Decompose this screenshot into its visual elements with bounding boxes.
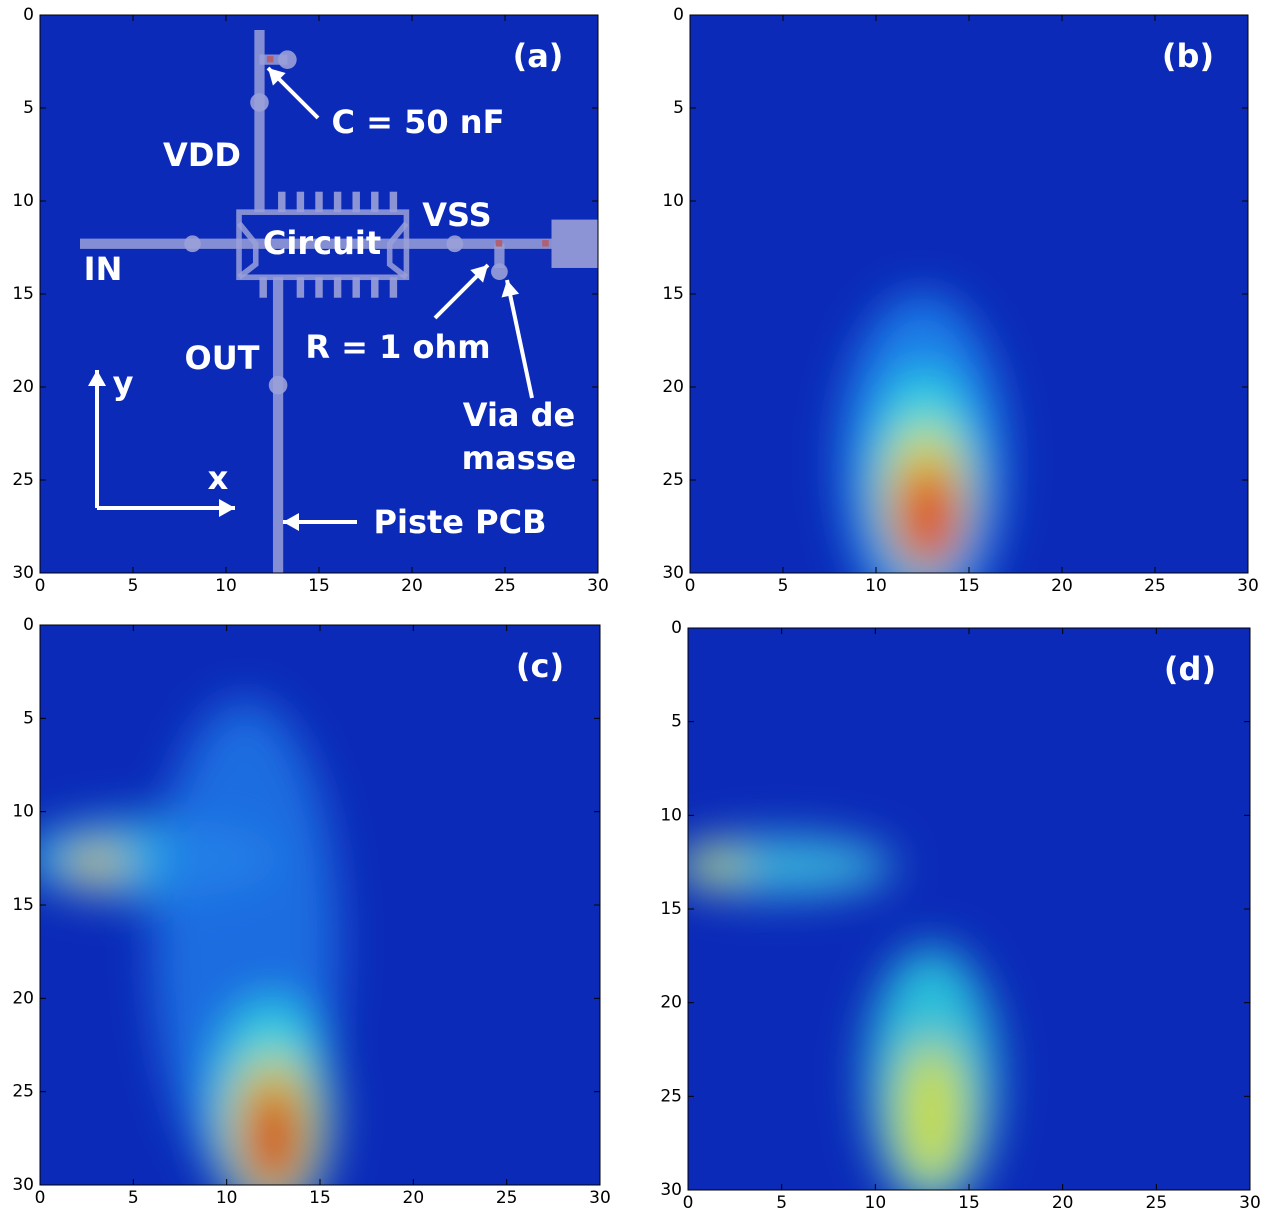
annotation: OUT — [184, 339, 259, 377]
x-tick-label: 30 — [589, 1188, 611, 1208]
x-tick-label: 0 — [683, 1193, 694, 1211]
arrow-head — [470, 265, 488, 283]
y-tick-label: 25 — [662, 470, 684, 490]
y-tick-label: 30 — [662, 563, 684, 583]
x-tick-label: 20 — [1052, 1193, 1074, 1211]
x-tick-label: 5 — [128, 1188, 139, 1208]
y-tick-label: 15 — [662, 284, 684, 304]
heat — [838, 294, 1007, 573]
heat-blob — [894, 461, 962, 573]
x-tick-label: 30 — [1239, 1193, 1261, 1211]
y-tick-label: 30 — [660, 1180, 682, 1200]
y-tick-label: 20 — [12, 988, 34, 1008]
y-tick-label: 5 — [23, 708, 34, 728]
heat-blob — [688, 835, 895, 896]
heat-field — [838, 294, 1007, 573]
x-tick-label: 15 — [958, 576, 980, 596]
y-tick-label: 30 — [12, 1175, 34, 1195]
heat-blob — [245, 1082, 302, 1185]
y-tick-label: 10 — [12, 802, 34, 822]
arrow-head — [283, 513, 299, 531]
x-tick-label: 25 — [1144, 576, 1166, 596]
x-tick-label: 15 — [958, 1193, 980, 1211]
arrow-head — [501, 280, 520, 298]
arrow-head — [219, 499, 235, 517]
x-tick-label: 0 — [35, 1188, 46, 1208]
y-tick-label: 15 — [12, 895, 34, 915]
arrow-head — [268, 68, 286, 86]
y-tick-label: 5 — [673, 98, 684, 118]
heat-blob — [894, 1040, 969, 1190]
arrow-shaft — [505, 279, 534, 399]
x-tick-label: 0 — [35, 576, 46, 596]
y-tick-label: 20 — [660, 993, 682, 1013]
annotation: C = 50 nF — [332, 103, 505, 141]
x-tick-label: 25 — [1146, 1193, 1168, 1211]
annotation: masse — [462, 439, 577, 477]
x-tick-label: 20 — [403, 1188, 425, 1208]
annotation: x — [208, 459, 229, 497]
x-tick-label: 15 — [308, 576, 330, 596]
x-tick-label: 30 — [1237, 576, 1259, 596]
annotation: IN — [84, 250, 123, 288]
y-tick-label: 20 — [662, 377, 684, 397]
y-tick-label: 15 — [660, 899, 682, 919]
x-tick-label: 10 — [216, 1188, 238, 1208]
x-tick-label: 10 — [865, 576, 887, 596]
heat-field — [688, 835, 998, 1190]
x-tick-label: 5 — [778, 576, 789, 596]
annotation: R = 1 ohm — [305, 328, 490, 366]
y-tick-label: 10 — [12, 191, 34, 211]
annotation: VDD — [163, 136, 241, 174]
x-tick-label: 10 — [215, 576, 237, 596]
x-tick-label: 20 — [401, 576, 423, 596]
y-tick-label: 0 — [23, 615, 34, 635]
y-tick-label: 20 — [12, 377, 34, 397]
y-tick-label: 5 — [23, 98, 34, 118]
x-tick-label: 5 — [128, 576, 139, 596]
x-tick-label: 15 — [309, 1188, 331, 1208]
x-tick-label: 25 — [496, 1188, 518, 1208]
x-tick-label: 25 — [494, 576, 516, 596]
x-tick-label: 5 — [776, 1193, 787, 1211]
heat-blob — [688, 849, 745, 883]
y-tick-label: 25 — [12, 1082, 34, 1102]
annotation: Piste PCB — [374, 503, 547, 541]
annotation: Via de — [463, 396, 576, 434]
panel-label: (b) — [1162, 37, 1214, 75]
panel-label: (d) — [1164, 650, 1216, 688]
y-tick-label: 10 — [662, 191, 684, 211]
annotation: VSS — [422, 196, 491, 234]
x-tick-label: 0 — [685, 576, 696, 596]
arrow-head — [88, 370, 106, 386]
y-tick-label: 0 — [673, 5, 684, 25]
annotation: y — [113, 364, 134, 402]
y-tick-label: 0 — [671, 618, 682, 638]
y-tick-label: 0 — [23, 5, 34, 25]
heat-field — [40, 699, 339, 1185]
heat-blob — [68, 845, 124, 883]
y-tick-label: 30 — [12, 563, 34, 583]
y-tick-label: 25 — [12, 470, 34, 490]
x-tick-label: 20 — [1051, 576, 1073, 596]
heat — [40, 699, 339, 1185]
panel-label: (c) — [516, 647, 564, 685]
y-tick-label: 5 — [671, 712, 682, 732]
y-tick-label: 15 — [12, 284, 34, 304]
y-tick-label: 25 — [660, 1086, 682, 1106]
heat — [688, 835, 998, 1190]
y-tick-label: 10 — [660, 805, 682, 825]
x-tick-label: 10 — [865, 1193, 887, 1211]
x-tick-label: 30 — [587, 576, 609, 596]
annotation: Circuit — [263, 224, 381, 262]
panel-label: (a) — [513, 37, 564, 75]
